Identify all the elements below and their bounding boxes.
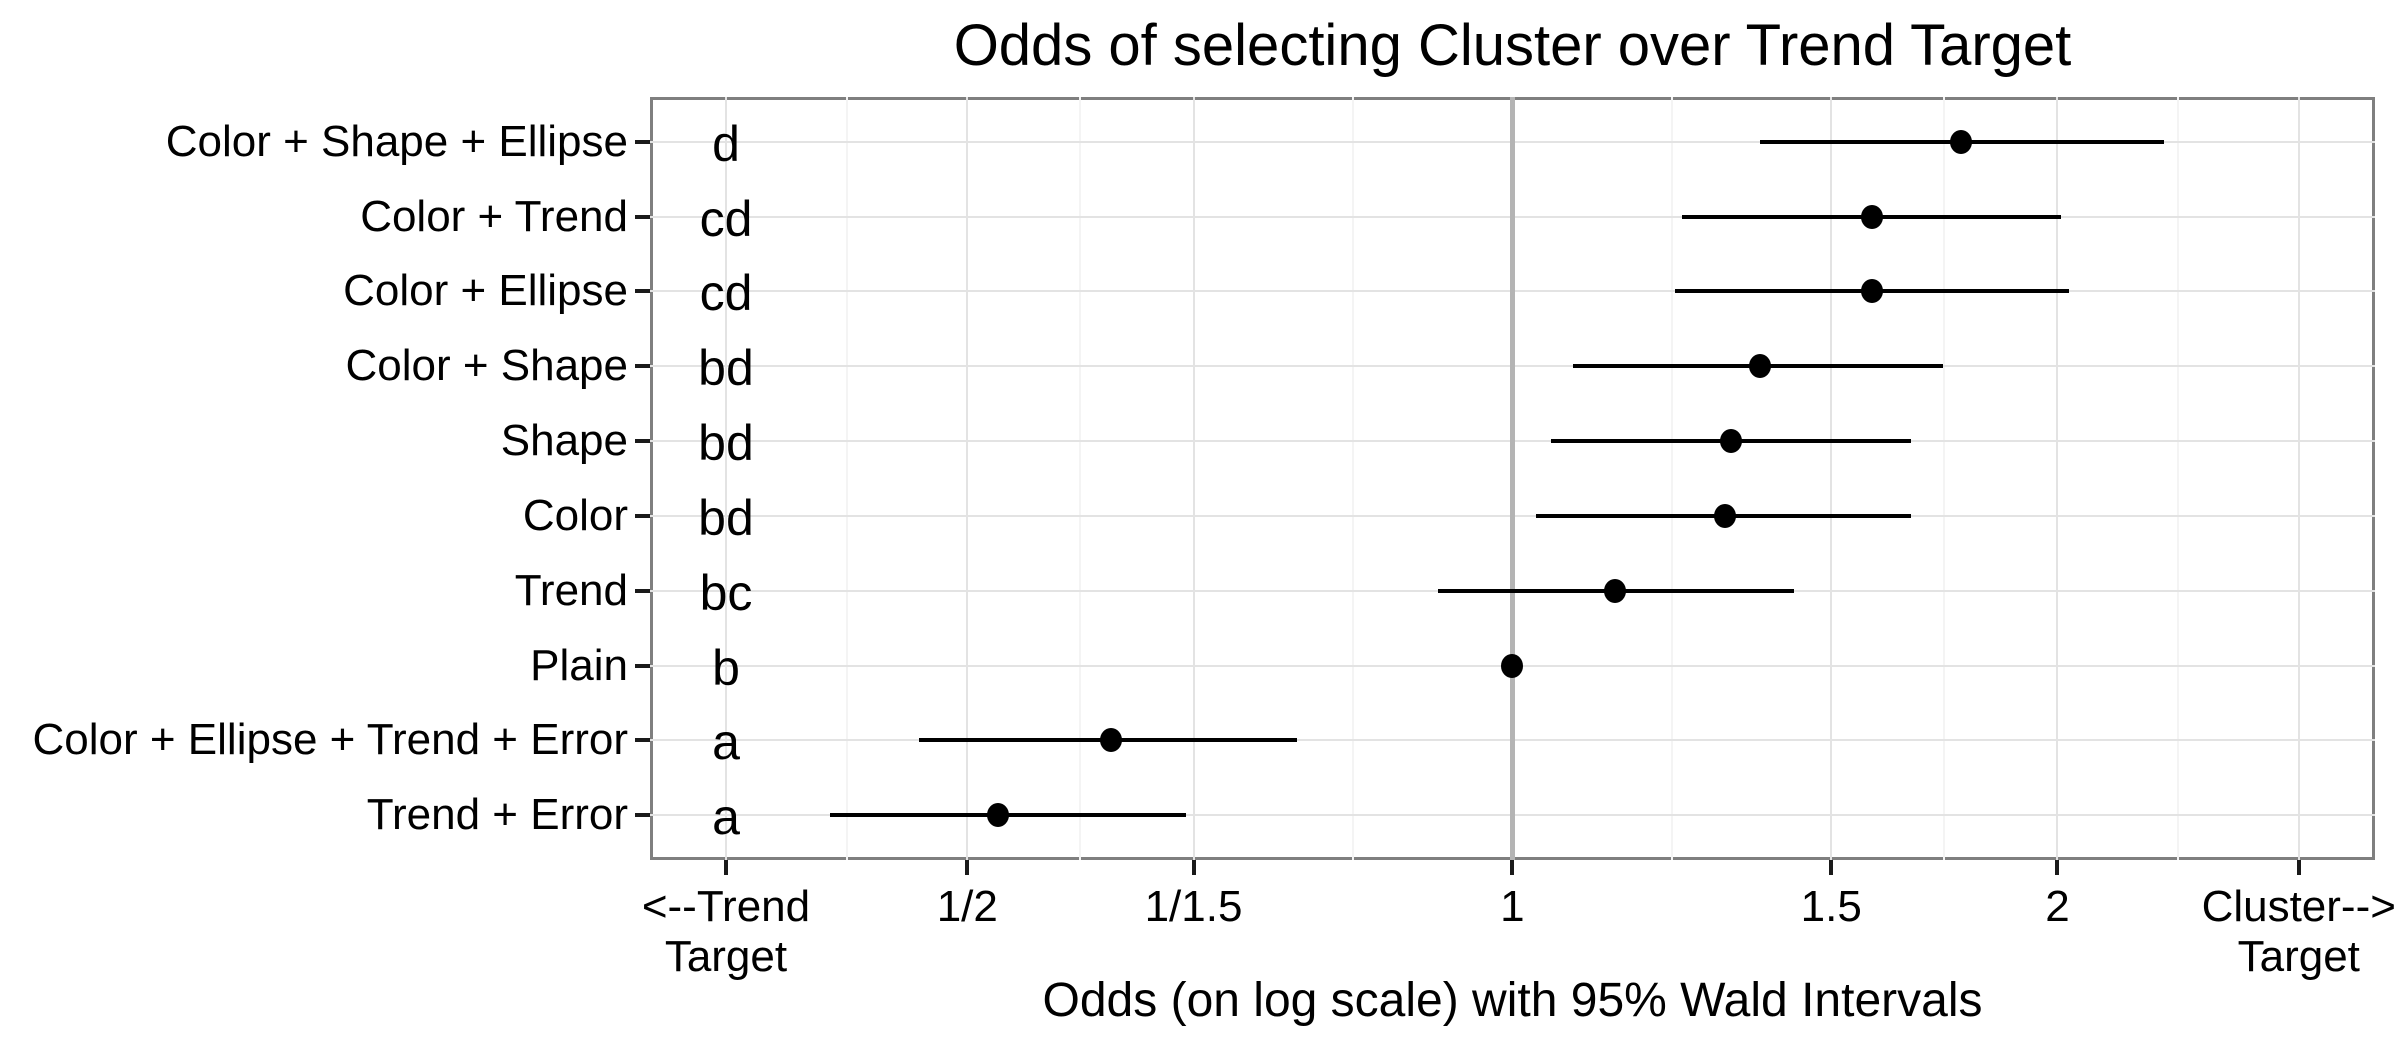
gridline-vertical-major	[2056, 97, 2059, 860]
group-letter-label: b	[712, 639, 740, 696]
y-axis-category-label: Color + Trend	[360, 191, 628, 241]
group-letter-label: d	[712, 115, 740, 172]
odds-point	[1950, 129, 1973, 154]
gridline-vertical-major	[1830, 97, 1833, 860]
x-axis-title: Odds (on log scale) with 95% Wald Interv…	[1042, 974, 1983, 1027]
odds-point	[1713, 503, 1736, 528]
group-letter-label: cd	[699, 265, 753, 322]
gridline-vertical-minor	[1670, 97, 1673, 860]
x-axis-tick-mark	[2055, 860, 2060, 875]
y-axis-tick-mark	[635, 364, 650, 369]
x-axis-tick-label: 1.5	[1800, 882, 1862, 931]
group-letter-label: cd	[699, 190, 753, 247]
x-axis-tick-label: 2	[2045, 882, 2070, 931]
y-axis-tick-mark	[635, 439, 650, 444]
y-axis-tick-mark	[635, 813, 650, 818]
y-axis-category-label: Color + Ellipse + Trend + Error	[32, 715, 628, 765]
gridline-vertical-major	[2297, 97, 2300, 860]
y-axis-category-label: Color + Ellipse	[343, 266, 628, 316]
odds-point	[1861, 204, 1884, 229]
x-axis-tick-label: Cluster--> Target	[2201, 882, 2396, 981]
odds-point	[1719, 429, 1742, 454]
gridline-vertical-minor	[845, 97, 848, 860]
odds-point	[987, 803, 1010, 828]
x-axis-tick-mark	[2296, 860, 2301, 875]
x-axis-tick-mark	[1510, 860, 1515, 875]
group-letter-label: a	[712, 714, 740, 771]
odds-point	[1099, 728, 1122, 753]
y-axis-tick-mark	[635, 139, 650, 144]
y-axis-tick-mark	[635, 513, 650, 518]
y-axis-tick-mark	[635, 214, 650, 219]
gridline-vertical-major	[1192, 97, 1195, 860]
y-axis-category-label: Color	[522, 490, 628, 540]
y-axis-category-label: Color + Shape + Ellipse	[165, 116, 628, 166]
y-axis-tick-mark	[635, 663, 650, 668]
odds-point	[1748, 354, 1771, 379]
x-axis-tick-label: 1/2	[936, 882, 998, 931]
group-letter-label: bd	[698, 415, 754, 472]
x-axis-tick-label: 1	[1500, 882, 1525, 931]
odds-point	[1501, 653, 1524, 678]
gridline-vertical-minor	[2177, 97, 2180, 860]
group-letter-label: bc	[699, 564, 753, 621]
gridline-vertical-major	[724, 97, 727, 860]
reference-line-odds-1	[1509, 97, 1515, 860]
y-axis-category-label: Color + Shape	[345, 341, 628, 391]
group-letter-label: bd	[698, 340, 754, 397]
y-axis-category-label: Trend + Error	[366, 790, 628, 840]
x-axis-tick-mark	[723, 860, 728, 875]
gridline-vertical-minor	[1351, 97, 1354, 860]
y-axis-tick-mark	[635, 738, 650, 743]
y-axis-category-label: Trend	[514, 565, 628, 615]
chart-title: Odds of selecting Cluster over Trend Tar…	[953, 13, 2072, 78]
gridline-vertical-minor	[1943, 97, 1946, 860]
y-axis-tick-mark	[635, 289, 650, 294]
odds-point	[1861, 279, 1884, 304]
y-axis-tick-mark	[635, 588, 650, 593]
x-axis-tick-mark	[1191, 860, 1196, 875]
group-letter-label: a	[712, 789, 740, 846]
x-axis-tick-mark	[1829, 860, 1834, 875]
y-axis-category-label: Plain	[530, 640, 628, 690]
x-axis-tick-label: 1/1.5	[1144, 882, 1243, 931]
odds-point	[1604, 578, 1627, 603]
gridline-vertical-minor	[1079, 97, 1082, 860]
group-letter-label: bd	[698, 489, 754, 546]
x-axis-tick-label: <--Trend Target	[641, 882, 811, 981]
gridline-vertical-major	[966, 97, 969, 860]
y-axis-category-label: Shape	[500, 416, 628, 466]
x-axis-tick-mark	[965, 860, 970, 875]
